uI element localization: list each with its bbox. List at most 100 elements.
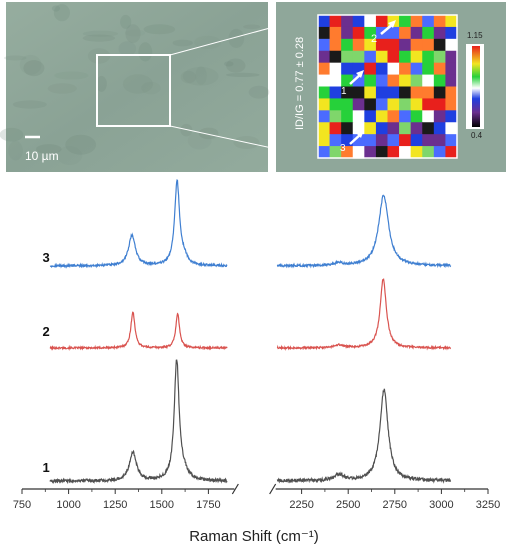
heatmap-cell — [364, 110, 377, 123]
heatmap-cell — [318, 86, 331, 100]
heatmap-cell — [352, 50, 365, 64]
x-axis: 750 1000 1250 1500 1750 2250 2500 2750 3000 3250 — [13, 483, 500, 511]
point-label-3: 3 — [340, 143, 346, 154]
heatmap-cell — [375, 62, 389, 76]
zoom-region-box — [96, 54, 171, 127]
micrograph-blotch — [141, 81, 161, 95]
point-label-2: 2 — [371, 33, 377, 45]
spectrum-line-3-segment-2 — [276, 194, 452, 269]
heatmap-cell — [329, 146, 342, 159]
micrograph-blotch — [36, 144, 62, 155]
raman-map-panel: ID/IG = 0.77 ± 0.28 1 2 3 1.15 0.4 — [276, 2, 506, 172]
x-tick-label-2500: 2500 — [336, 499, 360, 511]
heatmap-cell — [375, 74, 389, 88]
heatmap-cell — [410, 146, 423, 159]
heatmap-cell — [445, 50, 458, 64]
micrograph-blotch — [182, 67, 219, 86]
heatmap-cell — [329, 15, 342, 28]
spectrum-line-2-segment-1 — [49, 311, 228, 352]
micrograph-blotch — [65, 134, 97, 155]
heatmap-cell — [341, 146, 354, 159]
heatmap-cell — [410, 15, 423, 28]
heatmap-cell — [364, 86, 377, 100]
heatmap-cell — [410, 98, 423, 111]
heatmap-cell — [422, 74, 435, 88]
heatmap-cell — [399, 74, 412, 88]
heatmap-cell — [352, 146, 365, 159]
heatmap-cell — [445, 86, 458, 100]
heatmap-cell — [375, 98, 389, 111]
x-tick-label-2250: 2250 — [289, 499, 313, 511]
micrograph-blotch — [224, 61, 234, 67]
heatmap-cell — [445, 62, 458, 76]
spectrum-label-3: 3 — [43, 250, 50, 265]
heatmap-cell — [387, 74, 400, 88]
heatmap-cell — [329, 98, 342, 111]
heatmap-cell — [341, 122, 354, 135]
micrograph-blotch — [248, 85, 270, 99]
heatmap-cell — [399, 26, 412, 40]
heatmap-cell — [410, 50, 423, 64]
point-marker-2: 2 — [371, 20, 396, 45]
micrograph-blotch — [82, 34, 116, 42]
heatmap-cell — [445, 134, 458, 147]
heatmap-cell — [341, 50, 354, 64]
point-label-1: 1 — [341, 86, 347, 97]
heatmap-cell — [387, 38, 400, 52]
micrograph-blotch — [12, 100, 47, 109]
heatmap-cell — [329, 86, 342, 100]
heatmap-cell — [329, 26, 342, 40]
heatmap-cell — [375, 38, 389, 52]
spectrum-line-3-segment-1 — [49, 179, 228, 269]
x-tick-label-1500: 1500 — [150, 499, 174, 511]
heatmap-cell — [375, 146, 389, 159]
heatmap-cell — [410, 134, 423, 147]
heatmap-cell — [318, 98, 331, 111]
micrograph-blotch — [23, 60, 45, 77]
micrograph-blotch — [120, 14, 132, 29]
heatmap-cell — [410, 38, 423, 52]
x-tick-label-2750: 2750 — [383, 499, 407, 511]
micrograph-blotch — [228, 28, 245, 48]
heatmap-cell — [387, 62, 400, 76]
micrograph-blotch — [54, 71, 89, 80]
heatmap-cell — [341, 110, 354, 123]
spectrum-label-2: 2 — [43, 324, 50, 339]
heatmap-cell — [433, 134, 447, 147]
heatmap-cell — [445, 26, 458, 40]
heatmap-cell — [445, 15, 458, 28]
heatmap-cell — [341, 98, 354, 111]
micrograph-blotch — [82, 30, 119, 37]
spectrum-line-2-segment-2 — [276, 278, 451, 352]
heatmap-cell — [399, 98, 412, 111]
heatmap-cell — [410, 110, 423, 123]
heatmap-cell — [375, 110, 389, 123]
heatmap-cell — [410, 86, 423, 100]
heatmap-cell — [329, 122, 342, 135]
scale-bar-label: 10 µm — [25, 149, 59, 163]
heatmap-cell — [433, 26, 447, 40]
x-tick-label-1250: 1250 — [103, 499, 127, 511]
heatmap-cell — [329, 74, 342, 88]
heatmap-cell — [364, 146, 377, 159]
heatmap-cell — [318, 122, 331, 135]
micrograph-blotch — [122, 74, 153, 94]
micrograph-blotch — [118, 41, 137, 57]
heatmap-cell — [318, 15, 331, 28]
heatmap-cell — [410, 62, 423, 76]
colorbar — [472, 46, 480, 127]
heatmap-cell — [341, 86, 354, 100]
heatmap-cell — [318, 50, 331, 64]
micrograph-blotch — [51, 5, 61, 12]
heatmap-cell — [387, 26, 400, 40]
heatmap-cell — [318, 74, 331, 88]
heatmap-cell — [410, 122, 423, 135]
heatmap-cell — [318, 110, 331, 123]
heatmap-cell — [341, 15, 354, 28]
spectrum-line-1-segment-1 — [49, 359, 228, 485]
heatmap-cell — [433, 86, 447, 100]
x-tick-label-750: 750 — [13, 499, 31, 511]
axis-break-mark-2 — [269, 483, 277, 495]
micrograph-blotch — [0, 127, 24, 142]
arrow-head-1 — [356, 70, 364, 78]
